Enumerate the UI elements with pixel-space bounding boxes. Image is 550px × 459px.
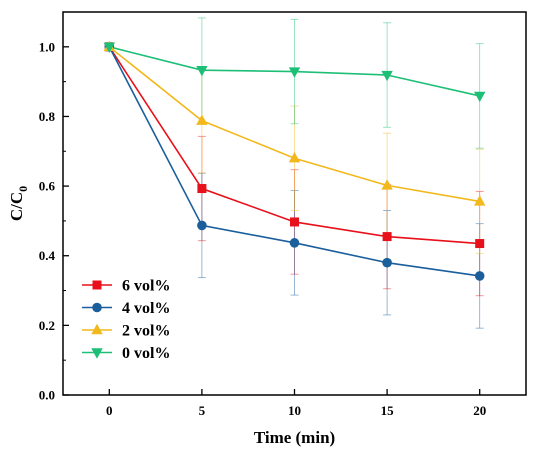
- x-axis-title: Time (min): [254, 428, 335, 447]
- data-point-6-vol: [197, 184, 207, 194]
- y-axis-title: C/C0: [7, 186, 30, 221]
- legend-label: 6 vol%: [122, 278, 170, 295]
- data-point-6-vol: [382, 232, 392, 242]
- data-point-0-vol: [288, 67, 301, 78]
- legend: 6 vol% 4 vol% 2 vol% 0 vol%: [82, 278, 170, 362]
- markers-layer: [103, 40, 486, 281]
- x-tick-label: 20: [473, 403, 486, 418]
- x-tick-label: 10: [288, 403, 301, 418]
- legend-marker: [92, 280, 102, 290]
- y-tick-label: 0.0: [39, 388, 55, 403]
- x-tick-label: 0: [106, 403, 113, 418]
- legend-marker: [91, 323, 103, 335]
- data-point-4-vol: [197, 220, 207, 231]
- data-point-4-vol: [289, 238, 300, 248]
- y-axis-title-main: C/C: [7, 192, 26, 221]
- data-point-2-vol: [474, 195, 486, 206]
- y-axis-title-subscript: 0: [16, 186, 30, 192]
- data-point-0-vol: [196, 65, 208, 77]
- y-tick-label: 0.8: [39, 109, 56, 124]
- legend-label: 2 vol%: [122, 323, 170, 340]
- x-tick-label: 15: [381, 403, 395, 418]
- legend-item-4-vol: 4 vol%: [82, 300, 170, 317]
- legend-marker: [92, 302, 102, 313]
- data-point-4-vol: [474, 271, 485, 281]
- y-tick-label: 0.4: [39, 248, 56, 263]
- y-tick-label: 1.0: [39, 39, 55, 54]
- legend-label: 4 vol%: [122, 300, 170, 317]
- data-point-2-vol: [381, 179, 393, 190]
- error-bars-layer: [197, 17, 484, 329]
- axis-ticks-layer: 0 5 10 15 20 0.0 0.2 0.4 0.6 0.8 1.0: [39, 39, 486, 418]
- data-point-6-vol: [475, 239, 485, 249]
- y-tick-label: 0.6: [39, 179, 56, 194]
- data-point-2-vol: [288, 152, 301, 163]
- data-point-4-vol: [382, 257, 392, 268]
- legend-label: 0 vol%: [122, 345, 170, 362]
- y-tick-label: 0.2: [39, 318, 55, 333]
- legend-marker: [91, 348, 103, 359]
- data-point-0-vol: [474, 91, 486, 103]
- legend-item-0-vol: 0 vol%: [82, 345, 170, 362]
- data-point-0-vol: [381, 70, 393, 82]
- legend-item-6-vol: 6 vol%: [82, 278, 170, 295]
- data-point-6-vol: [290, 217, 299, 227]
- legend-item-2-vol: 2 vol%: [82, 323, 170, 340]
- x-tick-label: 5: [199, 403, 206, 418]
- data-point-2-vol: [196, 114, 208, 125]
- data-point-0-vol: [103, 42, 115, 54]
